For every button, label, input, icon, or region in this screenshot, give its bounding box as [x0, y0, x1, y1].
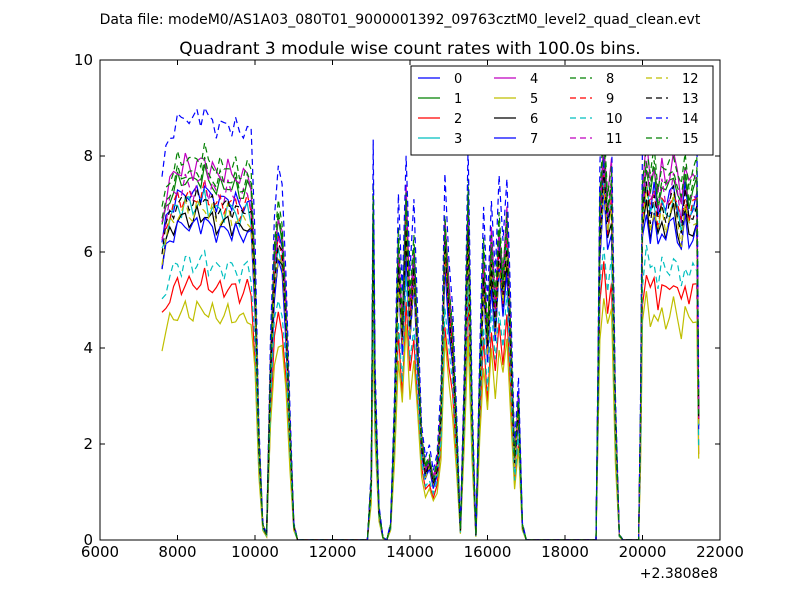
y-tick-label: 6: [83, 243, 93, 261]
y-tick-label: 10: [74, 51, 93, 69]
legend-label-6: 6: [530, 112, 538, 127]
x-tick-label: 16000: [464, 543, 512, 561]
series-line-2: [161, 261, 700, 540]
legend-label-2: 2: [454, 112, 462, 127]
series-line-14: [161, 74, 700, 540]
series-line-7: [161, 190, 700, 540]
legend-label-5: 5: [530, 92, 538, 107]
legend-label-11: 11: [606, 132, 623, 147]
legend-label-4: 4: [530, 72, 538, 87]
series-line-15: [161, 134, 700, 540]
legend-label-8: 8: [606, 72, 614, 87]
x-tick-label: 14000: [386, 543, 434, 561]
series-line-8: [161, 119, 700, 540]
x-tick-label: 8000: [158, 543, 196, 561]
legend-label-14: 14: [682, 112, 699, 127]
legend-label-13: 13: [682, 92, 699, 107]
legend-label-0: 0: [454, 72, 462, 87]
legend-label-9: 9: [606, 92, 614, 107]
x-tick-label: 22000: [696, 543, 744, 561]
legend-label-3: 3: [454, 132, 462, 147]
x-tick-label: 12000: [309, 543, 357, 561]
series-layer: [161, 74, 700, 540]
series-line-9: [161, 167, 700, 540]
legend-label-12: 12: [682, 72, 699, 87]
x-tick-label: 20000: [619, 543, 667, 561]
legend-label-7: 7: [530, 132, 538, 147]
y-tick-label: 8: [83, 147, 93, 165]
series-line-5: [161, 291, 700, 540]
y-tick-label: 2: [83, 435, 93, 453]
legend-label-10: 10: [606, 112, 623, 127]
legend-label-1: 1: [454, 92, 462, 107]
legend-label-15: 15: [682, 132, 699, 147]
legend-frame: [410, 65, 714, 156]
series-line-10: [161, 244, 700, 540]
y-tick-label: 0: [83, 531, 93, 549]
axis-ticks: 6000 8000 10000 12000 14000 16000 18000 20000 22…: [74, 51, 744, 561]
series-line-13: [161, 170, 700, 540]
x-tick-label: 18000: [541, 543, 589, 561]
x-offset-label: +2.3808e8: [640, 566, 718, 582]
chart-title: Quadrant 3 module wise count rates with …: [179, 39, 640, 59]
series-line-12: [161, 185, 700, 540]
suptitle: Data file: modeM0/AS1A03_080T01_90000013…: [100, 12, 701, 28]
x-tick-label: 10000: [231, 543, 279, 561]
y-tick-label: 4: [83, 339, 93, 357]
x-tick-label: 6000: [81, 543, 119, 561]
